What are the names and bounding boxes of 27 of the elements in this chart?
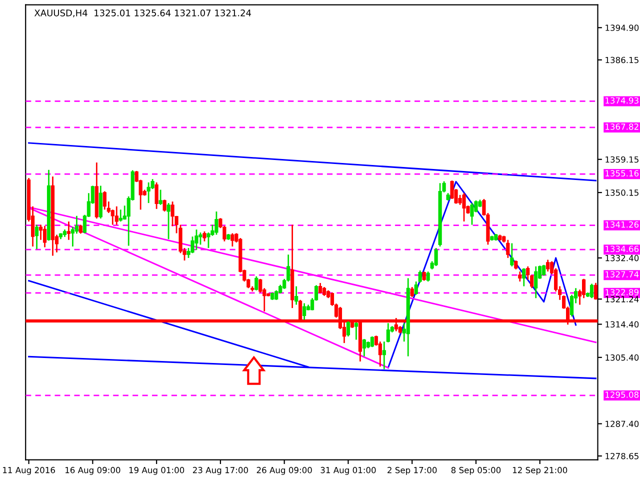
- y-tick-label: 1287.40: [606, 420, 639, 428]
- y-tick-label: 1394.90: [606, 24, 639, 31]
- ref-line-label: 1341.26: [606, 221, 639, 228]
- y-tick-label: 1350.15: [606, 190, 638, 196]
- y-tick-label: 1332.40: [606, 254, 639, 262]
- x-tick-label: 23 Aug 17:00: [192, 466, 248, 475]
- x-tick-label: 12 Sep 21:00: [512, 466, 568, 475]
- ref-line-label: 1322.89: [606, 289, 638, 296]
- x-tick-label: 31 Aug 01:00: [320, 466, 376, 475]
- y-tick-label: 1314.40: [606, 321, 639, 328]
- ref-line-label: 1367.82: [606, 124, 638, 130]
- y-tick-label: 1278.65: [606, 452, 638, 460]
- x-tick-label: 11 Aug 2016: [3, 466, 55, 475]
- x-tick-label: 2 Sep 17:00: [388, 466, 437, 475]
- y-tick-label: 1359.15: [606, 156, 638, 163]
- ref-line-label: 1374.93: [606, 97, 638, 104]
- x-tick-label: 19 Aug 01:00: [129, 466, 184, 475]
- x-tick-label: 26 Aug 09:00: [256, 466, 312, 475]
- ref-line-label: 1295.08: [606, 392, 639, 398]
- ref-line-label: 1355.16: [606, 170, 639, 176]
- chart-title: XAUUSD,H4 1325.01 1325.64 1321.07 1321.24: [34, 10, 252, 18]
- x-tick-label: 16 Aug 09:00: [66, 466, 120, 475]
- x-tick-label: 8 Sep 05:00: [451, 466, 501, 475]
- y-tick-label: 1386.15: [606, 56, 638, 64]
- ref-line-label: 1327.74: [606, 271, 639, 278]
- y-tick-label: 1305.40: [606, 354, 639, 361]
- ref-line-label: 1334.66: [606, 246, 639, 252]
